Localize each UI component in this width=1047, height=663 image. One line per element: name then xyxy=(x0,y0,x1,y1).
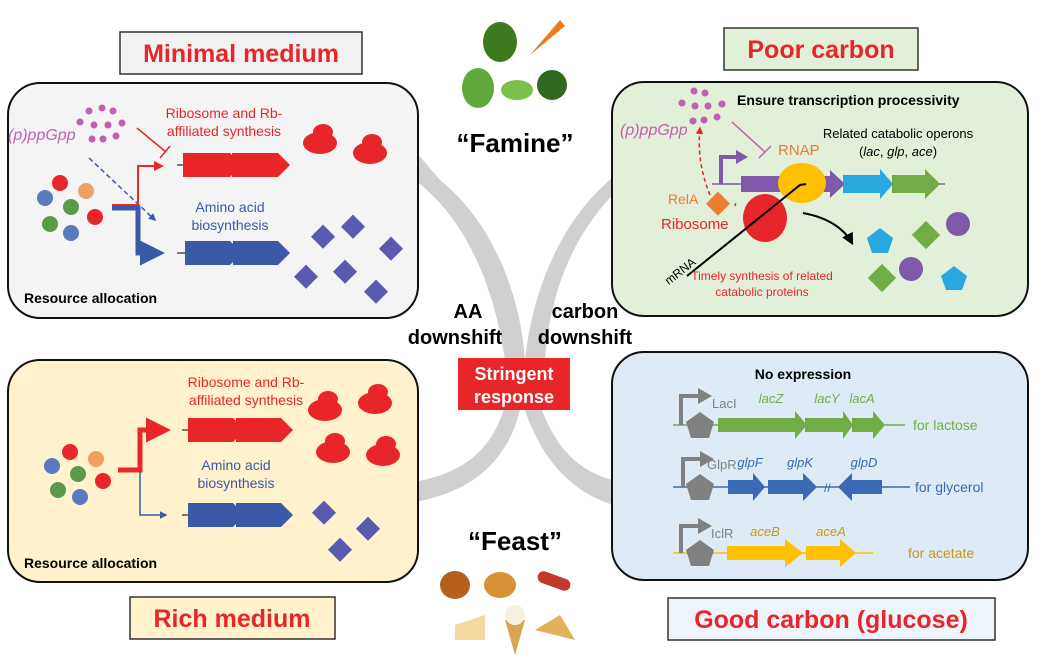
title-minimal-medium: Minimal medium xyxy=(119,31,363,75)
no-expression-heading: No expression xyxy=(755,366,851,382)
feast-label: “Feast” xyxy=(468,526,562,556)
aa-downshift-label: AA xyxy=(454,301,483,323)
aa-downshift-label: downshift xyxy=(408,327,503,349)
svg-text:for acetate: for acetate xyxy=(908,545,974,561)
inhibition-arrow xyxy=(136,127,171,159)
svg-text:Amino acid: Amino acid xyxy=(201,457,270,473)
ppgpp-label: (p)ppGpp xyxy=(8,127,76,144)
svg-text:lacZ: lacZ xyxy=(759,391,785,406)
svg-text:for lactose: for lactose xyxy=(913,417,978,433)
svg-text:affiliated synthesis: affiliated synthesis xyxy=(189,392,303,408)
svg-text:GlpR: GlpR xyxy=(707,457,737,472)
amino-acid-diamonds xyxy=(293,214,404,304)
svg-text:lacY: lacY xyxy=(814,391,841,406)
svg-text:Stringent: Stringent xyxy=(475,364,554,384)
title-text: Minimal medium xyxy=(143,40,339,68)
good-carbon-panel xyxy=(611,351,1029,581)
svg-text:IclR: IclR xyxy=(711,526,733,541)
carbon-downshift-label: downshift xyxy=(538,327,633,349)
operon-row-lactose: LacI lacZ lacY lacA for lactose xyxy=(673,388,978,439)
title-text: Poor carbon xyxy=(747,36,894,64)
svg-text:Timely synthesis of related: Timely synthesis of related xyxy=(691,269,833,283)
svg-text:(lac, glp, ace): (lac, glp, ace) xyxy=(859,144,937,159)
svg-text:Ribosome: Ribosome xyxy=(661,216,729,233)
title-text: Rich medium xyxy=(154,605,311,633)
title-good-carbon: Good carbon (glucose) xyxy=(667,597,996,641)
resource-allocation-label: Resource allocation xyxy=(24,290,157,306)
svg-text:biosynthesis: biosynthesis xyxy=(191,217,268,233)
svg-text:for glycerol: for glycerol xyxy=(915,479,983,495)
resource-allocation-label: Resource allocation xyxy=(24,555,157,571)
svg-text:LacI: LacI xyxy=(712,396,737,411)
fast-food-icon xyxy=(440,571,575,655)
svg-text:(p)ppGpp: (p)ppGpp xyxy=(620,122,688,139)
famine-label: “Famine” xyxy=(456,128,573,158)
svg-text:response: response xyxy=(474,387,554,407)
title-rich-medium: Rich medium xyxy=(129,596,336,640)
svg-text:Related catabolic operons: Related catabolic operons xyxy=(823,126,974,141)
tr-heading: Ensure transcription processivity xyxy=(737,92,960,108)
svg-text:lacA: lacA xyxy=(849,391,874,406)
poor-carbon-panel xyxy=(611,81,1029,317)
ribosome-icons xyxy=(308,384,400,466)
mrna-line xyxy=(686,183,807,277)
ribosome-icons xyxy=(303,124,387,164)
br-content: No expression LacI lacZ lacY lacA for la… xyxy=(673,366,983,567)
svg-text:RNAP: RNAP xyxy=(778,142,820,159)
svg-text://: // xyxy=(824,481,831,495)
svg-text:Ribosome and Rb-: Ribosome and Rb- xyxy=(166,105,283,121)
svg-text:Ribosome and Rb-: Ribosome and Rb- xyxy=(188,374,305,390)
svg-text:biosynthesis: biosynthesis xyxy=(197,475,274,491)
carbon-downshift-label: carbon xyxy=(552,301,619,323)
svg-text:aceA: aceA xyxy=(816,524,846,539)
ribosome-icon xyxy=(743,194,787,242)
svg-text:glpK: glpK xyxy=(787,455,814,470)
tr-content: Ensure transcription processivity (p)ppG… xyxy=(620,87,974,299)
amino-acid-pool xyxy=(44,444,111,505)
stringent-response-box: Stringent response xyxy=(458,358,570,410)
amino-acid-pool xyxy=(37,175,103,241)
title-text: Good carbon (glucose) xyxy=(694,606,968,634)
svg-text:Amino acid: Amino acid xyxy=(195,199,264,215)
tl-content: (p)ppGpp Ribosome and Rb- affiliated syn… xyxy=(8,104,404,306)
svg-text:glpD: glpD xyxy=(851,455,878,470)
svg-text:aceB: aceB xyxy=(750,524,780,539)
title-poor-carbon: Poor carbon xyxy=(723,27,919,71)
ppgpp-dots xyxy=(76,104,126,143)
operon-row-acetate: IclR aceB aceA for acetate xyxy=(673,518,974,567)
svg-text:glpF: glpF xyxy=(737,455,763,470)
svg-text:affiliated synthesis: affiliated synthesis xyxy=(167,123,281,139)
aa-genes xyxy=(185,241,290,265)
bl-content: Ribosome and Rb- affiliated synthesis Am… xyxy=(24,374,400,571)
operon-row-glycerol: // GlpR glpF glpK glpD for glycerol xyxy=(673,451,983,501)
svg-text:catabolic proteins: catabolic proteins xyxy=(715,285,808,299)
ribosome-genes xyxy=(183,153,290,177)
svg-text:RelA: RelA xyxy=(668,191,699,207)
dashed-arrow xyxy=(88,157,157,222)
vegetables-icon xyxy=(462,20,567,108)
